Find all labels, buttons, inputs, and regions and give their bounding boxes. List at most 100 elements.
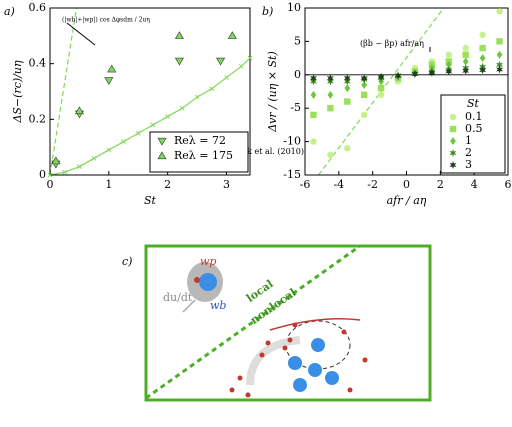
x-tick-label: -4 — [333, 178, 344, 191]
x-tick-label: 2 — [164, 178, 171, 191]
marker — [496, 50, 503, 59]
curve — [318, 8, 445, 175]
marker — [449, 125, 457, 133]
marker — [227, 31, 237, 39]
panel-label: b) — [262, 5, 273, 18]
y-axis-label: Δvr / (uη × St) — [266, 51, 279, 133]
legend-label: Reλ = 72 — [174, 134, 226, 147]
marker — [496, 8, 503, 15]
curve — [50, 8, 78, 175]
marker — [361, 91, 368, 99]
diagram-frame — [144, 244, 432, 402]
marker — [106, 147, 112, 153]
marker — [445, 60, 452, 69]
trajectory — [269, 318, 361, 331]
marker — [445, 51, 452, 58]
marker — [150, 122, 156, 128]
marker — [462, 51, 469, 58]
marker — [194, 94, 200, 100]
marker — [428, 68, 436, 77]
marker — [462, 66, 470, 75]
marker — [479, 54, 486, 63]
y-tick-label: 0.4 — [29, 57, 47, 70]
marker — [496, 65, 504, 74]
marker — [344, 145, 351, 152]
marker — [247, 55, 253, 61]
accel-arrow — [182, 299, 196, 313]
legend-box — [149, 131, 249, 173]
x-tick-label: -2 — [367, 178, 378, 191]
marker — [174, 57, 184, 66]
marker — [209, 86, 215, 92]
marker — [179, 105, 185, 111]
marker — [135, 130, 141, 136]
marker — [62, 169, 68, 175]
marker — [74, 106, 84, 115]
panel-label: a) — [4, 5, 15, 18]
marker — [344, 84, 351, 93]
marker — [496, 38, 503, 45]
dudt-label: du/dt — [163, 291, 193, 304]
marker — [327, 105, 334, 112]
marker — [479, 44, 486, 52]
marker — [91, 155, 97, 161]
y-tick-label: -5 — [290, 101, 301, 114]
marker — [449, 113, 457, 121]
x-tick-label: 6 — [505, 178, 512, 191]
marker — [496, 60, 504, 69]
marker — [157, 137, 167, 146]
annotation: Zaichik et al. (2010) — [222, 147, 304, 156]
y-tick-label: 10 — [287, 1, 301, 14]
legend-label: 3 — [465, 158, 472, 171]
wp-label: wp — [200, 255, 216, 268]
chart: b) -6 -4 -2 0 2 4 6 -15 -10 -5 0 5 10 afr / aη Δvr / (u… — [262, 1, 512, 207]
y-tick-label: -10 — [283, 135, 301, 148]
marker — [224, 75, 229, 80]
marker — [77, 164, 82, 170]
x-axis-label: afr / aη — [387, 194, 427, 207]
legend-label: 2 — [465, 146, 472, 159]
marker — [344, 98, 351, 105]
marker — [462, 44, 469, 52]
legend-label: 0.1 — [465, 110, 483, 123]
y-tick-label: 5 — [294, 34, 301, 47]
boundary-line — [145, 244, 361, 400]
y-axis-label: ΔS−(rc)/uη — [11, 60, 24, 123]
plot-frame — [304, 7, 509, 176]
marker — [450, 137, 456, 145]
marker — [411, 70, 419, 79]
x-axis-label: St — [144, 194, 157, 207]
marker — [449, 161, 457, 169]
marker — [326, 74, 334, 83]
y-tick-label: 0.6 — [29, 1, 47, 14]
diagram: c) local nonlocal wp wb du/dt — [122, 244, 432, 402]
chart: a) 0 1 2 3 0 0.2 0.4 0.6 St ΔS−(rc)/uη (|wb|+|wp|) … — [4, 1, 304, 207]
marker — [479, 66, 487, 75]
marker — [449, 149, 457, 157]
marker — [121, 139, 126, 144]
marker — [309, 74, 317, 83]
wb-label: wb — [210, 299, 226, 312]
marker — [479, 31, 486, 38]
legend-label: 0.5 — [465, 122, 483, 135]
marker — [310, 138, 317, 145]
legend-title: St — [467, 97, 480, 110]
x-tick-label: -6 — [300, 178, 311, 191]
bubble-cluster — [288, 338, 339, 392]
marker — [445, 67, 453, 76]
particle — [194, 277, 200, 283]
x-tick-label: 1 — [105, 178, 112, 191]
marker — [394, 71, 402, 80]
marker — [377, 72, 385, 81]
x-tick-label: 2 — [437, 178, 444, 191]
panel-label: c) — [122, 255, 132, 268]
marker — [360, 74, 368, 83]
marker — [47, 172, 53, 178]
y-tick-label: 0.2 — [29, 112, 47, 125]
marker — [216, 57, 226, 66]
marker — [343, 74, 351, 83]
marker — [462, 57, 469, 66]
marker — [51, 156, 61, 165]
x-tick-label: 3 — [223, 178, 230, 191]
marker — [361, 80, 368, 89]
